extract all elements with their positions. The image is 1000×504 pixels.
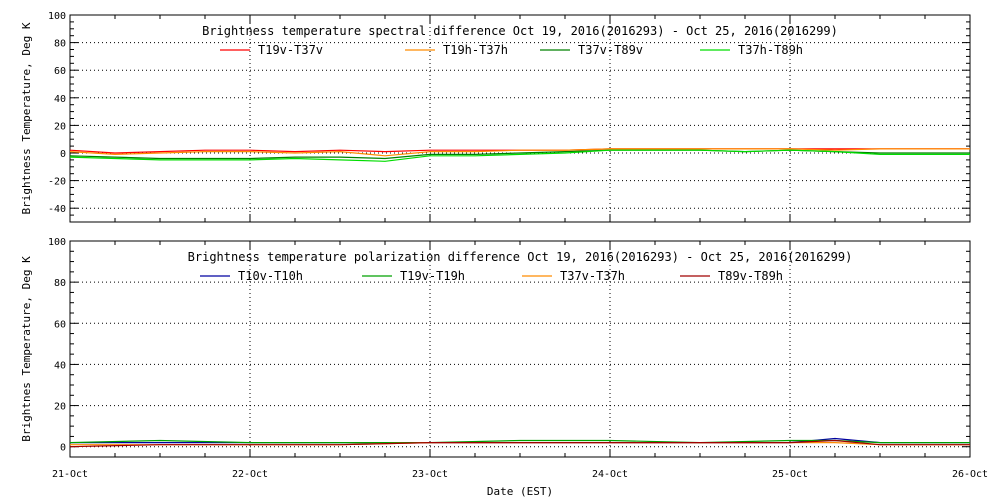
plot-frame <box>69 240 971 458</box>
panel-title: Brightness temperature polarization diff… <box>188 250 853 264</box>
legend-label: T89v-T89h <box>718 269 783 283</box>
panel-2: 0 20 40 60 80 100 21-Oct 22-Oct 23-Oct 24-Oct 25-O… <box>20 237 988 498</box>
y-tick-label: 40 <box>54 94 66 105</box>
y-tick-label: 100 <box>48 11 66 22</box>
legend-label: T19v-T19h <box>400 269 465 283</box>
y-tick-label: -40 <box>48 204 66 215</box>
series-line-4 <box>69 149 970 162</box>
legend-label: T37v-T37h <box>560 269 625 283</box>
x-tick-label: 25-Oct <box>772 469 808 480</box>
series-line-1 <box>69 148 970 154</box>
series-line-2 <box>69 148 970 157</box>
legend-label: T37v-T89v <box>578 43 643 57</box>
y-tick-label: 20 <box>54 402 66 413</box>
y-tick-label: 0 <box>60 443 66 454</box>
y-tick-label: 80 <box>54 39 66 50</box>
y-tick-label: 0 <box>60 149 66 160</box>
y-tick-label: -20 <box>48 177 66 188</box>
y-tick-label: 20 <box>54 121 66 132</box>
x-tick-label: 24-Oct <box>592 469 628 480</box>
x-tick-label: 22-Oct <box>232 469 268 480</box>
y-tick-label: 80 <box>54 278 66 289</box>
legend-label: T10v-T10h <box>238 269 303 283</box>
plot-frame <box>69 14 971 223</box>
panel-title: Brightness temperature spectral differen… <box>202 24 838 38</box>
y-tick-label: 100 <box>48 237 66 248</box>
series-line-4 <box>69 439 970 448</box>
y-tick-label: 40 <box>54 360 66 371</box>
y-axis-label: Brightness Temperature, Deg K <box>20 22 33 214</box>
x-tick-label: 21-Oct <box>52 469 88 480</box>
x-tick-label: 23-Oct <box>412 469 448 480</box>
x-axis-label: Date (EST) <box>487 485 553 498</box>
y-axis-label: Brightnes Temperature, Deg K <box>20 256 33 442</box>
y-tick-label: 60 <box>54 319 66 330</box>
x-tick-label: 26-Oct <box>952 469 988 480</box>
y-tick-label: 60 <box>54 66 66 77</box>
panel-1: -40 -20 0 20 40 60 80 100 Brightness temperature… <box>20 11 971 223</box>
legend-label: T19v-T37v <box>258 43 323 57</box>
legend-label: T37h-T89h <box>738 43 803 57</box>
legend-label: T19h-T37h <box>443 43 508 57</box>
